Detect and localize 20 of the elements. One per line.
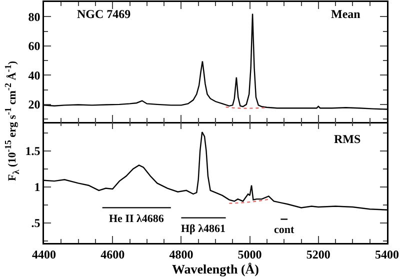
x-tick-label: 5400	[375, 248, 399, 262]
y-tick-label: 1	[34, 180, 40, 194]
y-tick-label: 40	[28, 68, 40, 82]
y-tick-label: 1.5	[25, 144, 40, 158]
x-tick-label: 4400	[32, 248, 56, 262]
annotation: Mean	[331, 7, 361, 21]
x-axis-title: Wavelength (Å)	[172, 262, 260, 277]
annotation: Hβ λ4861	[181, 223, 226, 235]
y-tick-label: 20	[28, 98, 40, 112]
x-tick-label: 5000	[238, 248, 262, 262]
x-tick-label: 5200	[306, 248, 330, 262]
y-tick-label: .5	[31, 216, 40, 230]
x-tick-label: 4600	[100, 248, 125, 262]
y-tick-label: 60	[28, 39, 40, 54]
annotation: RMS	[334, 132, 361, 146]
annotation: He II λ4686	[109, 213, 164, 225]
x-tick-label: 4800	[169, 248, 194, 262]
annotation: cont	[274, 224, 294, 236]
y-tick-label: 80	[28, 10, 40, 24]
text: NGC 7469	[77, 7, 131, 21]
